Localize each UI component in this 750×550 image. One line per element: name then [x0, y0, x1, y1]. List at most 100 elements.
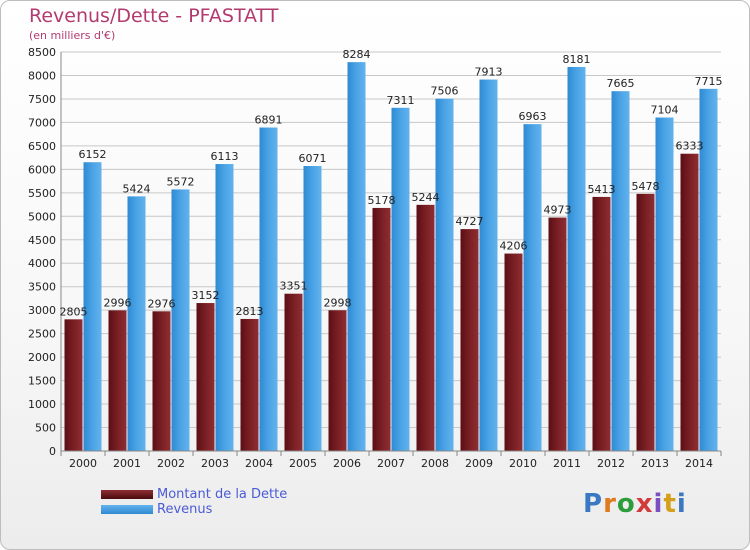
bar-revenus [259, 127, 278, 451]
x-tick-label: 2001 [113, 457, 141, 470]
bar-dette [328, 310, 347, 451]
data-label-revenus: 6071 [299, 152, 327, 165]
data-label-dette: 4727 [456, 215, 484, 228]
data-label-revenus: 7104 [651, 104, 679, 117]
x-tick-label: 2008 [421, 457, 449, 470]
bar-revenus [699, 88, 718, 452]
data-label-dette: 2998 [324, 296, 352, 309]
x-axis: 2000 2001 2002 2003 2004 2005 2006 2007 2008 2009… [60, 450, 722, 470]
data-label-dette: 5178 [368, 194, 396, 207]
data-label-dette: 2805 [60, 305, 88, 318]
logo-letter: i [653, 489, 664, 519]
y-tick-label: 2000 [28, 351, 56, 364]
y-tick-label: 8500 [28, 46, 56, 59]
y-tick-label: 500 [35, 422, 56, 435]
y-tick-label: 2500 [28, 328, 56, 341]
y-tick-label: 0 [49, 445, 56, 458]
legend-label-revenus: Revenus [157, 502, 213, 517]
bar-dette [548, 217, 567, 451]
y-axis: 0 500 1000 1500 2000 2500 3000 3500 4000 4500 5000… [28, 46, 62, 458]
y-tick-label: 5000 [28, 210, 56, 223]
data-label-dette: 5478 [632, 180, 660, 193]
data-label-revenus: 7506 [431, 85, 459, 98]
gridlines [61, 51, 721, 452]
bar-dette [592, 196, 611, 451]
legend-label-dette: Montant de la Dette [157, 487, 288, 502]
x-tick-label: 2006 [333, 457, 361, 470]
data-label-dette: 5413 [588, 183, 616, 196]
x-tick-label: 2002 [157, 457, 185, 470]
x-tick-label: 2011 [553, 457, 581, 470]
data-label-dette: 3351 [280, 280, 308, 293]
y-tick-label: 3000 [28, 304, 56, 317]
y-tick-label: 4500 [28, 234, 56, 247]
y-tick-label: 1000 [28, 398, 56, 411]
data-label-dette: 3152 [192, 289, 220, 302]
x-tick-label: 2007 [377, 457, 405, 470]
bar-dette [372, 207, 391, 451]
y-tick-label: 8000 [28, 69, 56, 82]
data-label-revenus: 7715 [695, 75, 723, 88]
y-tick-label: 3500 [28, 281, 56, 294]
data-labels: 2805 6152 2996 5424 2976 5572 3152 6113 2813 6891… [60, 48, 723, 318]
logo-letter: x [635, 489, 654, 519]
bar-revenus [611, 91, 630, 451]
x-tick-label: 2012 [597, 457, 625, 470]
bar-dette [680, 153, 699, 451]
y-tick-label: 7500 [28, 93, 56, 106]
x-tick-label: 2010 [509, 457, 537, 470]
x-tick-label: 2009 [465, 457, 493, 470]
legend-item-dette: Montant de la Dette [101, 487, 287, 502]
chart-title: Revenus/Dette - PFASTATT [29, 5, 279, 27]
bar-dette [416, 204, 435, 451]
data-label-dette: 6333 [676, 140, 704, 153]
bar-revenus [303, 166, 322, 451]
bar-revenus [215, 164, 234, 451]
bar-dette [636, 193, 655, 451]
y-tick-label: 5500 [28, 187, 56, 200]
bar-revenus [127, 196, 146, 451]
bar-revenus [523, 124, 542, 451]
bar-revenus [655, 117, 674, 452]
data-label-revenus: 8181 [563, 53, 591, 66]
data-label-dette: 4973 [544, 204, 572, 217]
bar-dette [108, 310, 127, 451]
y-tick-label: 6500 [28, 140, 56, 153]
logo-letter: r [603, 489, 617, 519]
data-label-dette: 2976 [148, 297, 176, 310]
legend: Montant de la Dette Revenus [101, 487, 287, 517]
logo-letters: Proxiti [583, 489, 687, 519]
data-label-dette: 2996 [104, 296, 132, 309]
bar-revenus [83, 162, 102, 451]
x-tick-label: 2000 [69, 457, 97, 470]
bar-dette [504, 253, 523, 451]
data-label-revenus: 7913 [475, 66, 503, 79]
y-tick-label: 6000 [28, 163, 56, 176]
bar-dette [196, 303, 215, 451]
bar-revenus [391, 107, 410, 452]
y-tick-label: 1500 [28, 375, 56, 388]
bars [64, 62, 718, 452]
legend-swatch-dette [101, 490, 153, 499]
data-label-revenus: 6113 [211, 150, 239, 163]
x-tick-label: 2014 [685, 457, 713, 470]
data-label-revenus: 7665 [607, 77, 635, 90]
logo-text: Proxiti [583, 489, 687, 519]
y-tick-label: 7000 [28, 116, 56, 129]
bar-dette [152, 311, 171, 451]
logo-letter: t [663, 489, 677, 519]
chart-subtitle: (en milliers d'€) [29, 29, 116, 42]
x-tick-label: 2005 [289, 457, 317, 470]
bar-dette [240, 318, 259, 451]
bar-revenus [567, 66, 586, 451]
bar-dette [460, 229, 479, 451]
bar-revenus [171, 189, 190, 451]
data-label-dette: 2813 [236, 305, 264, 318]
data-label-dette: 4206 [500, 240, 528, 253]
legend-swatch-revenus [101, 505, 153, 514]
bar-revenus [435, 98, 454, 451]
data-label-revenus: 6152 [79, 148, 107, 161]
data-label-revenus: 6891 [255, 114, 283, 127]
x-tick-label: 2013 [641, 457, 669, 470]
